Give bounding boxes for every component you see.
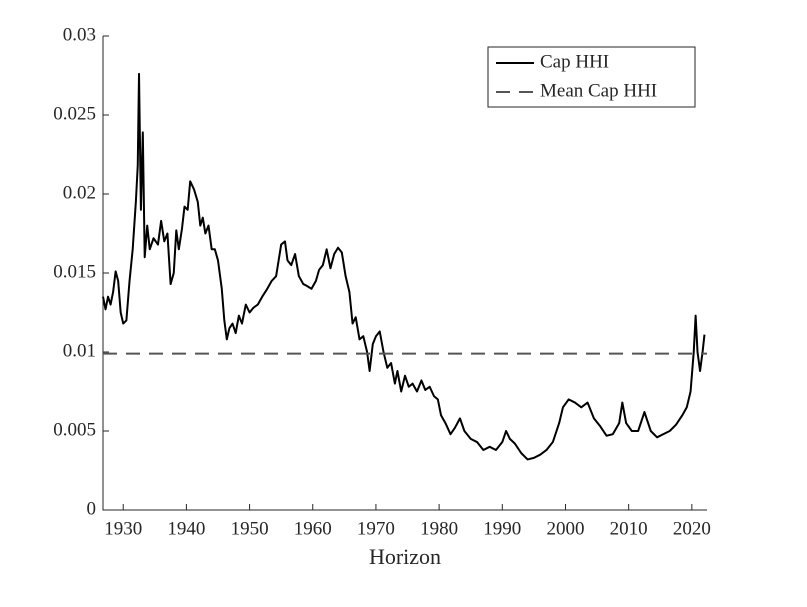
y-tick-label: 0.01: [63, 340, 96, 361]
y-tick-label: 0.025: [53, 103, 96, 124]
x-tick-label: 1970: [357, 518, 395, 539]
y-tick-label: 0: [87, 498, 97, 519]
series-line: [102, 72, 706, 461]
x-tick-label: 1930: [104, 518, 142, 539]
x-tick-label: 2000: [546, 518, 584, 539]
x-tick-label: 1950: [231, 518, 269, 539]
x-tick-label: 1990: [483, 518, 521, 539]
y-tick-label: 0.02: [63, 182, 96, 203]
x-axis-label: Horizon: [369, 544, 441, 569]
x-tick-label: 2010: [610, 518, 648, 539]
y-tick-label: 0.015: [53, 261, 96, 282]
legend-label: Cap HHI: [540, 51, 609, 72]
legend-box: [487, 46, 696, 108]
legend-label: Mean Cap HHI: [540, 80, 657, 101]
x-tick-label: 2020: [673, 518, 711, 539]
y-tick-label: 0.005: [53, 419, 96, 440]
x-tick-label: 1980: [420, 518, 458, 539]
x-tick-label: 1960: [294, 518, 332, 539]
x-tick-label: 1940: [167, 518, 205, 539]
y-tick-label: 0.03: [63, 24, 96, 45]
